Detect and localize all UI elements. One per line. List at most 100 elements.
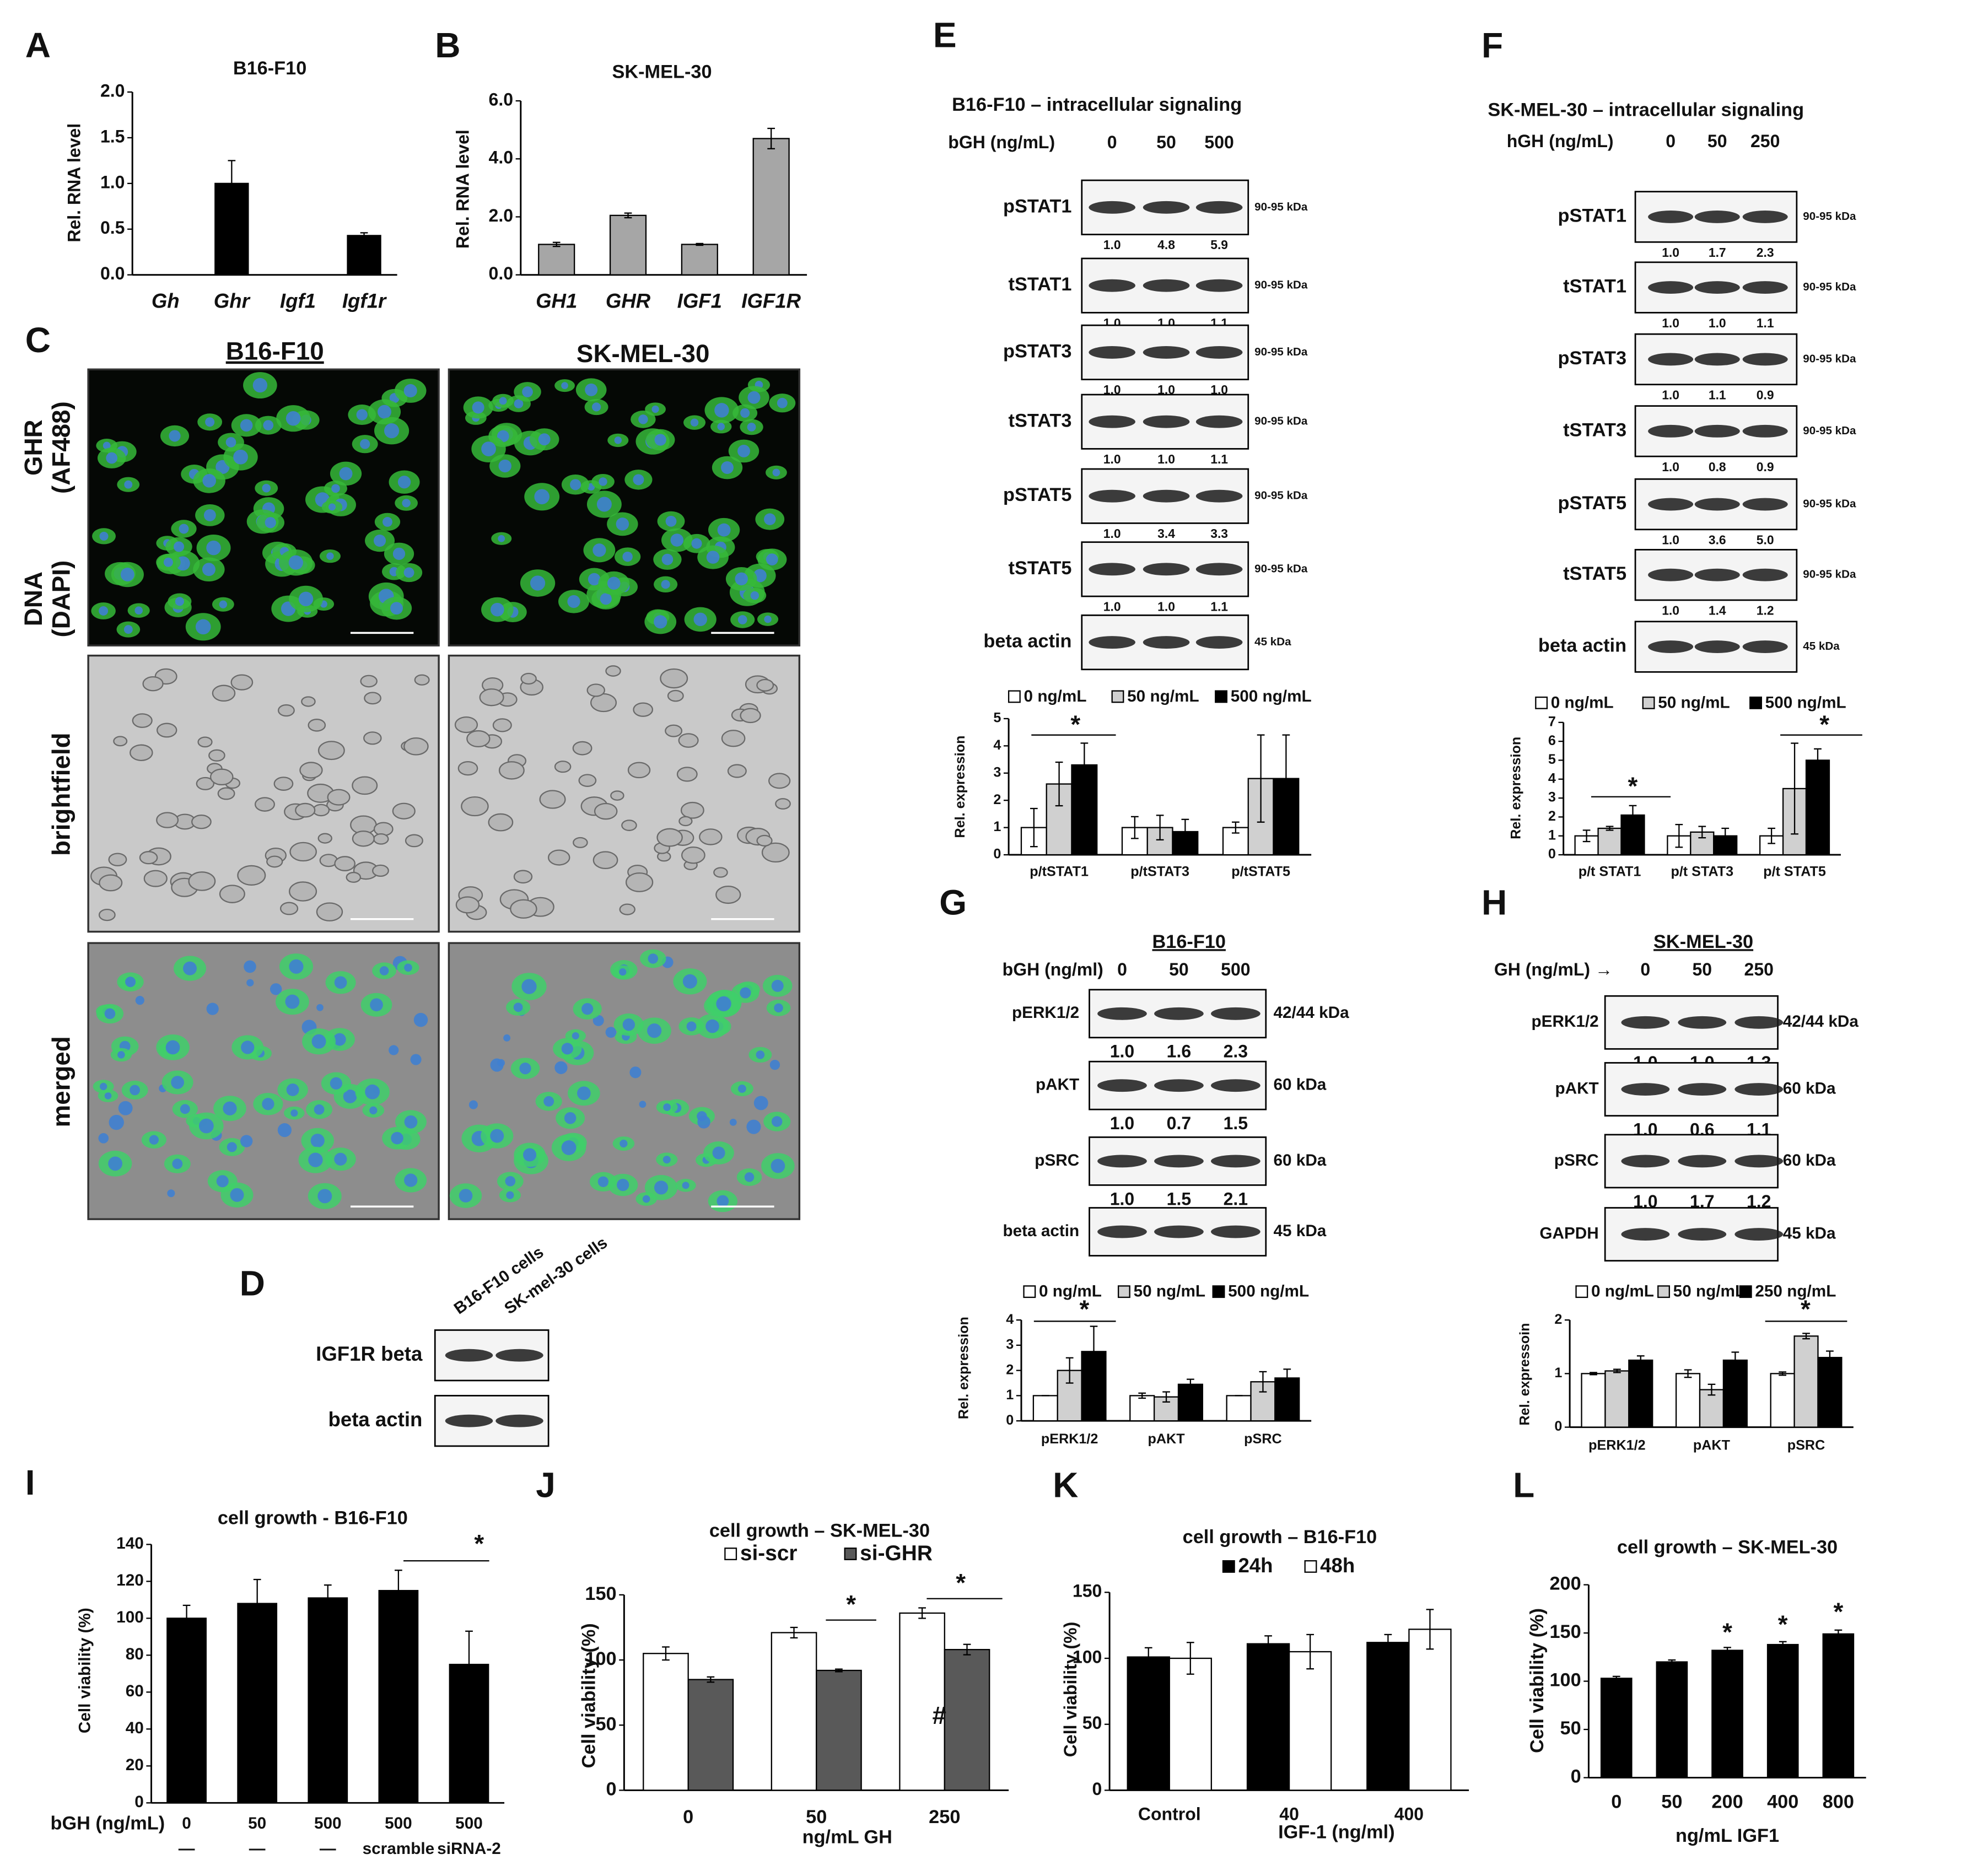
nucleus: [298, 591, 314, 607]
legend-label: si-GHR: [860, 1541, 933, 1565]
annotation: *: [846, 1591, 856, 1619]
nucleus: [740, 408, 750, 418]
nucleus: [686, 1021, 697, 1032]
blot-row-label: IGF1R beta: [316, 1343, 423, 1365]
blot-size: 90-95 kDa: [1803, 568, 1856, 581]
nucleus: [766, 553, 778, 565]
nucleus: [638, 414, 648, 424]
blot-band: [1089, 201, 1135, 214]
error-bar: [1613, 1368, 1621, 1373]
nucleus: [629, 1066, 642, 1079]
blot-band: [495, 1414, 543, 1427]
nucleus: [633, 474, 644, 486]
cell: [142, 676, 164, 692]
y-tick-label: 3: [993, 764, 1001, 780]
nucleus: [328, 503, 336, 511]
cell: [217, 787, 235, 800]
y-tick-label: 40: [126, 1719, 144, 1737]
error-bar: [1131, 816, 1139, 839]
blot-quant: 4.8: [1157, 238, 1175, 252]
bar: [771, 1632, 817, 1791]
blot-quant: 2.1: [1224, 1189, 1248, 1209]
y-axis-label: Rel. RNA level: [64, 123, 84, 242]
cell: [619, 903, 635, 915]
legend-label: 48h: [1320, 1554, 1355, 1577]
blot-band: [1648, 568, 1694, 581]
blot-band: [1143, 636, 1190, 649]
y-tick-label: 200: [1549, 1573, 1581, 1594]
blot-band: [1694, 640, 1740, 653]
nucleus: [690, 418, 699, 427]
blot-size: 42/44 kDa: [1274, 1004, 1350, 1022]
dose-label: hGH (ng/mL): [1507, 131, 1614, 151]
bar: [1628, 1359, 1653, 1428]
blot-size: 90-95 kDa: [1254, 562, 1308, 575]
blot-band: [1211, 1225, 1260, 1238]
nucleus: [389, 1045, 399, 1055]
nucleus: [205, 417, 215, 427]
nucleus: [290, 1109, 298, 1117]
bar: [1288, 1651, 1332, 1791]
nucleus: [413, 1012, 428, 1027]
legend-label: 0 ng/mL: [1024, 687, 1087, 705]
cell: [237, 865, 266, 886]
blot-band: [1621, 1016, 1670, 1029]
y-tick-label: 0.0: [489, 263, 514, 283]
cell: [208, 749, 225, 762]
nucleus: [777, 397, 788, 408]
x-tick-label: 500: [385, 1814, 412, 1832]
cell: [219, 885, 245, 903]
nucleus: [771, 1158, 785, 1173]
dose: 0: [1117, 959, 1127, 979]
nucleus: [561, 1140, 577, 1155]
legend-swatch: [724, 1548, 737, 1560]
error-bar: [552, 241, 561, 247]
blot-band: [1621, 1228, 1670, 1241]
cell: [625, 872, 654, 892]
nucleus: [481, 441, 496, 456]
bar: [378, 1589, 419, 1804]
blot-size: 90-95 kDa: [1803, 352, 1856, 365]
blot-quant: 1.0: [1110, 1113, 1135, 1133]
x-tick-label: 50: [1661, 1791, 1682, 1812]
nucleus: [179, 524, 189, 534]
nucleus: [498, 535, 505, 542]
cell: [414, 674, 430, 686]
y-tick-label: 5: [993, 710, 1001, 726]
nucleus: [596, 497, 612, 512]
nucleus: [670, 533, 684, 547]
legend-swatch: [1023, 1285, 1036, 1298]
nucleus: [735, 572, 748, 586]
blot-row-label: tSTAT3: [1563, 419, 1626, 440]
error-bar: [1779, 1371, 1786, 1376]
cell: [277, 704, 295, 717]
cell: [197, 736, 213, 748]
nucleus: [410, 1054, 422, 1065]
blot-quant: 1.0: [1103, 600, 1121, 614]
row-label: (AF488): [47, 401, 75, 494]
error-bar: [1090, 1325, 1098, 1378]
blot-quant: 1.0: [1662, 603, 1679, 618]
error-bar: [1802, 1333, 1810, 1340]
blot-quant: 1.1: [1757, 316, 1774, 330]
nucleus: [203, 509, 216, 521]
cell: [715, 885, 741, 904]
annotation: *: [956, 1569, 966, 1597]
cell: [633, 702, 654, 717]
blot-quant: 2.3: [1757, 245, 1774, 260]
blot-band: [445, 1349, 493, 1362]
nucleus: [691, 538, 702, 549]
panel-label: K: [1053, 1465, 1078, 1505]
legend-swatch: [1212, 1285, 1225, 1298]
nucleus: [103, 441, 111, 450]
panel-label: I: [25, 1463, 35, 1502]
blot-row-label: pSTAT5: [1003, 484, 1071, 505]
bar: [1032, 1395, 1058, 1422]
nucleus: [585, 383, 598, 396]
nucleus: [219, 600, 228, 608]
blot-band: [1734, 1083, 1784, 1096]
cell: [699, 828, 723, 845]
cell: [98, 909, 116, 921]
nucleus: [163, 557, 173, 567]
blot-band: [1143, 415, 1190, 428]
